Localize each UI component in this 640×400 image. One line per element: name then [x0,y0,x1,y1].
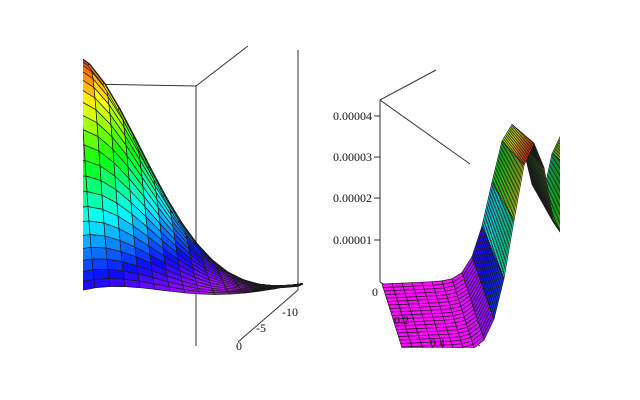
surface-cell [83,191,89,208]
surface-cell [83,175,88,193]
surface-cell [566,138,577,166]
surface-cell [401,346,413,348]
surface-cell [65,88,81,101]
surface-cell [83,246,93,261]
surface-cell [83,129,85,146]
surface-cell [91,258,109,270]
left-x-tick-label: 0 [236,339,242,353]
surface-cell [89,234,107,249]
left-surface [58,52,320,295]
right-z-tick-label: 0 [372,285,378,299]
surface-cell [58,52,74,55]
surface-cell [90,246,108,260]
right-surface [381,123,584,354]
left-x-tick-label: -10 [282,305,298,319]
surface-cell [562,136,573,162]
surface-cell [83,258,94,272]
right-x-tick-label: 0.4 [430,336,445,350]
right-z-axis [374,115,380,241]
surface-cell [267,286,285,289]
surface-cell [63,68,79,78]
right-box-edge [379,69,437,101]
surface-cell [565,138,576,166]
surface-cell [83,124,84,130]
surface-cell [59,52,75,54]
surface-cell [66,101,82,115]
surface-cell [83,144,86,161]
right-z-tick-label: 0.00004 [333,109,372,123]
surface-cell [282,285,300,289]
surface-cell [563,170,574,237]
surface-cell [562,170,573,236]
surface-cell [83,278,96,291]
surface-cell [559,158,560,161]
surface-cell [558,154,560,161]
right-chart: 0.00004 0.00003 0.00002 0.00001 0 0.2 0.… [333,69,584,354]
surface-cell [83,220,91,236]
surface-cell [83,160,87,177]
right-box-edge [379,99,471,165]
surface-cell [558,216,560,232]
surface-cell [572,140,583,170]
surface-cell [567,139,578,167]
surface-cell [83,206,90,222]
surface-cell [304,279,320,283]
surface-cell [62,60,78,68]
surface-cell [83,234,92,249]
surface-cell [92,268,110,280]
surface-cell [564,137,575,164]
surface-cell [108,278,126,287]
surface-cell [452,346,464,348]
surface-cell [61,55,77,61]
left-x-tick-label: -5 [256,321,266,335]
right-z-tick-label: 0.00002 [333,191,372,205]
surface-cell [421,345,433,348]
right-x-tick-label: 0.2 [394,313,409,327]
surface-cell [571,140,582,170]
left-chart: -10 -5 0 [58,45,320,353]
right-z-tick-label: 0.00003 [333,150,372,164]
surface-cell [462,344,475,348]
surface-cell [561,169,572,234]
surface-cell [431,344,444,348]
surface-cell [83,58,90,67]
surface-cell [301,282,303,284]
surface-cell [559,225,560,232]
surface-cell [570,139,581,168]
surface-cell [300,282,303,285]
surface-cell [563,137,574,164]
surface-cell [561,136,572,162]
surface-cell [413,350,424,354]
right-z-tick-label: 0.00001 [333,233,372,247]
left-box-edge [195,45,249,87]
surface-cell [60,52,76,56]
surface-cell [573,141,584,172]
left-x-axis-line [237,289,299,343]
surface-cell [411,345,423,348]
surface-cell [93,278,111,289]
surface-cell [64,77,80,89]
left-x-axis: -10 -5 0 [236,289,299,353]
surface-cell [403,350,414,354]
surface-cell [569,139,580,168]
surface-cell [302,282,303,284]
